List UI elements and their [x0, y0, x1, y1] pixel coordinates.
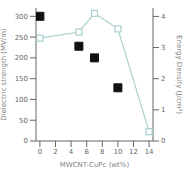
- svg-text:0: 0: [38, 148, 42, 156]
- svg-text:4: 4: [69, 148, 74, 156]
- svg-text:Dielectric strength (MV/m): Dielectric strength (MV/m): [8, 28, 9, 121]
- svg-text:8: 8: [100, 148, 104, 156]
- svg-text:10: 10: [113, 148, 122, 156]
- svg-text:100: 100: [15, 96, 28, 104]
- svg-text:50: 50: [19, 117, 28, 125]
- svg-text:200: 200: [15, 54, 28, 62]
- svg-text:300: 300: [15, 13, 28, 21]
- svg-text:2: 2: [53, 148, 57, 156]
- svg-text:1: 1: [161, 106, 165, 114]
- svg-text:6: 6: [84, 148, 89, 156]
- svg-text:250: 250: [15, 34, 28, 42]
- svg-text:3: 3: [161, 44, 165, 52]
- svg-text:150: 150: [15, 75, 28, 83]
- svg-text:Energy Density (J/cm³): Energy Density (J/cm³): [175, 35, 177, 114]
- svg-text:14: 14: [145, 148, 154, 156]
- svg-text:4: 4: [161, 13, 166, 21]
- svg-text:12: 12: [129, 148, 138, 156]
- svg-text:2: 2: [161, 75, 165, 83]
- svg-text:MWCNT-CuPc (wt%): MWCNT-CuPc (wt%): [60, 161, 130, 169]
- svg-text:0: 0: [24, 137, 28, 145]
- svg-text:0: 0: [161, 137, 165, 145]
